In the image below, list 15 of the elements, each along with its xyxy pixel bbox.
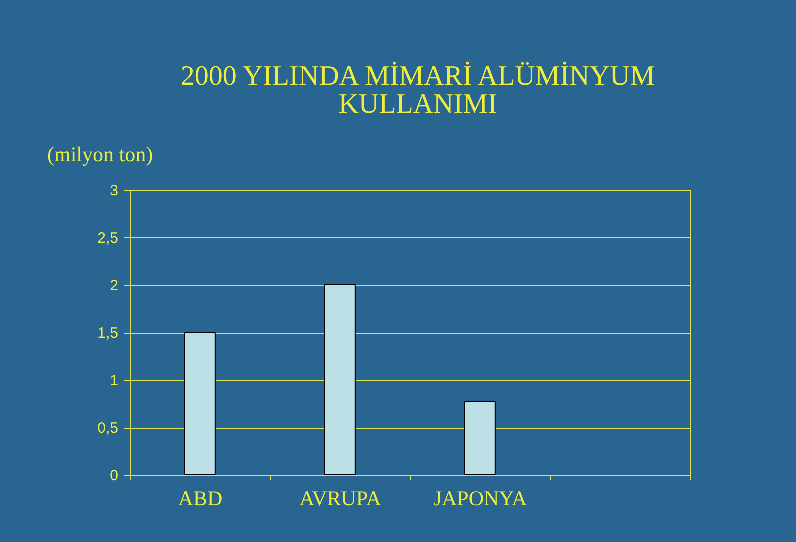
y-tick-label: 2,5 <box>98 230 118 247</box>
y-tick-label: 1 <box>110 372 118 390</box>
y-tick-label: 0 <box>110 468 118 484</box>
y-axis-title: (milyon ton) <box>48 142 154 166</box>
y-tick-label: 2 <box>110 278 118 294</box>
x-tick-label: AVRUPA <box>300 486 382 510</box>
y-tick-label: 0,5 <box>98 420 118 437</box>
y-tick-label: 1,5 <box>98 325 118 342</box>
y-tick-label: 3 <box>110 182 118 200</box>
bar <box>464 401 496 476</box>
x-tick-label: ABD <box>178 486 223 510</box>
x-tick-label: JAPONYA <box>434 486 528 510</box>
bar <box>184 332 216 476</box>
chart-title: 2000 YILINDA MİMARİ ALÜMİNYUM KULLANIMI <box>180 61 656 120</box>
bar <box>324 284 356 476</box>
